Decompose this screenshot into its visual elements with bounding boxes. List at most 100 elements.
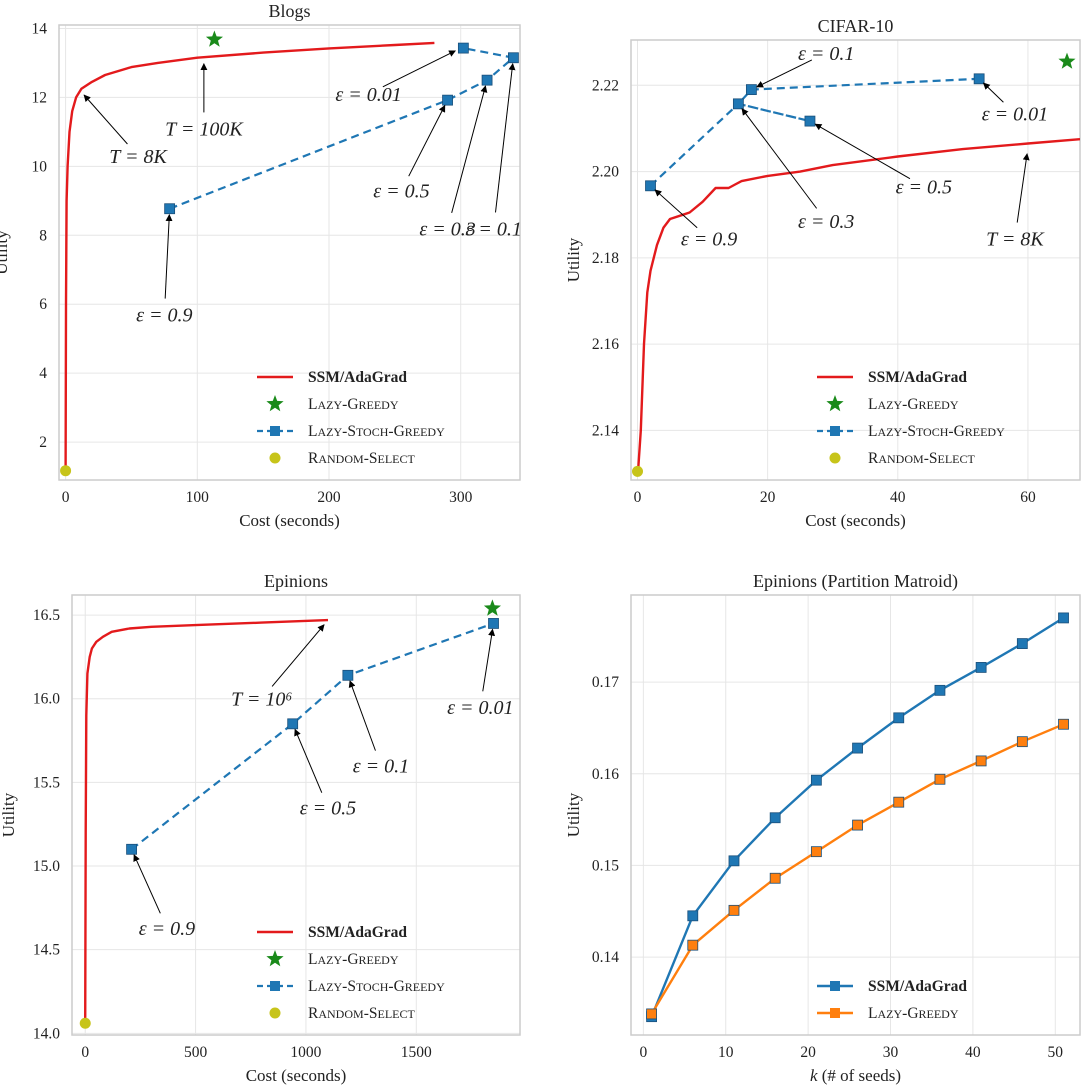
legend: SSM/AdaGrad LAZY-GREEDY <box>817 978 967 1022</box>
legend-label: LAZY-STOCH-GREEDY <box>308 423 445 440</box>
annotation-label: ε = 0.1 <box>798 43 854 65</box>
data-point-stoch <box>457 42 469 54</box>
legend-label: LAZY-GREEDY <box>868 396 959 413</box>
annotation-arrow <box>83 94 128 145</box>
x-axis-label: Cost (seconds) <box>805 511 906 530</box>
x-tick-label: 20 <box>760 489 776 506</box>
annotation-arrow <box>495 63 516 213</box>
x-tick-label: 20 <box>800 1044 816 1061</box>
data-point-stoch <box>126 843 137 855</box>
data-point-orange <box>1058 718 1069 730</box>
annotation-arrow <box>164 214 173 299</box>
legend-swatch-random <box>269 452 281 464</box>
series-line-stoch <box>649 77 980 187</box>
plot-area <box>72 595 520 1035</box>
legend-swatch-marker <box>830 981 840 991</box>
plot-frame <box>630 39 1081 481</box>
y-tick-label: 16.0 <box>33 691 60 708</box>
annotation-label: ε = 0.9 <box>681 228 737 250</box>
y-tick-label: 2.22 <box>592 77 619 94</box>
x-axis-label: Cost (seconds) <box>246 1066 347 1085</box>
data-point-blue <box>1058 612 1069 624</box>
x-tick-label: 10 <box>718 1044 734 1061</box>
x-tick-label: 0 <box>62 489 70 506</box>
annotation-label: ε = 0.5 <box>373 180 429 202</box>
annotation-arrow <box>348 680 376 751</box>
y-tick-label: 2.16 <box>592 336 619 353</box>
annotation-label: ε = 0.9 <box>136 305 192 327</box>
x-tick-label: 1000 <box>290 1044 321 1061</box>
annotation-arrow <box>382 50 456 88</box>
y-tick-label: 2.20 <box>592 164 619 181</box>
y-tick-label: 0.17 <box>592 674 619 691</box>
data-point-stoch <box>342 669 354 681</box>
x-tick-label: 60 <box>1020 489 1036 506</box>
legend: SSM/AdaGrad LAZY-GREEDY LAZY-STOCH-GREEDY R… <box>817 369 1005 467</box>
data-point-blue <box>687 910 699 922</box>
x-tick-label: 50 <box>1048 1044 1064 1061</box>
plot-frame <box>58 24 521 481</box>
x-tick-label: 0 <box>634 489 642 506</box>
data-point-orange <box>893 796 905 808</box>
data-point-orange <box>1016 736 1028 748</box>
y-tick-label: 16.5 <box>33 607 60 624</box>
greedy-star-point <box>205 30 223 47</box>
legend-swatch-random <box>829 452 841 464</box>
series-line-stoch <box>130 622 494 851</box>
legend-label: RANDOM-SELECT <box>308 1005 415 1022</box>
annotation-label: ε = 0.01 <box>335 84 401 106</box>
annotation-arrow <box>271 624 325 687</box>
legend-swatch-stoch-marker <box>830 426 840 436</box>
annotation-label: ε = 0.01 <box>447 697 513 719</box>
y-tick-label: 6 <box>39 296 47 313</box>
random-select-point <box>60 465 72 477</box>
annotation-arrow <box>756 59 813 88</box>
y-tick-label: 2 <box>39 434 47 451</box>
legend-label: LAZY-GREEDY <box>308 396 399 413</box>
series-line-ssm <box>637 138 1080 470</box>
data-point-stoch <box>645 180 656 192</box>
data-point-orange <box>934 773 946 785</box>
annotation-arrow <box>741 108 818 209</box>
annotation-label: ε = 0.5 <box>300 797 356 819</box>
data-point-stoch <box>508 52 519 64</box>
annotation-arrow <box>451 85 488 214</box>
legend: SSM/AdaGrad LAZY-GREEDY LAZY-STOCH-GREEDY R… <box>257 369 445 467</box>
data-point-stoch <box>287 718 299 730</box>
annotation-label: ε = 0.01 <box>982 103 1048 125</box>
annotation-arrow <box>1016 153 1030 223</box>
x-tick-label: 40 <box>890 489 906 506</box>
plot-area <box>631 595 1080 1035</box>
data-point-stoch <box>164 203 176 215</box>
data-point-orange <box>810 846 822 858</box>
plot-content <box>646 612 1069 1023</box>
x-tick-label: 300 <box>449 489 473 506</box>
data-point-orange <box>769 872 781 884</box>
y-tick-label: 0.15 <box>592 857 619 874</box>
data-point-stoch <box>973 73 985 85</box>
legend-label: SSM/AdaGrad <box>868 369 967 386</box>
x-tick-label: 1500 <box>401 1044 432 1061</box>
data-point-stoch <box>804 115 816 127</box>
chart-title: CIFAR-10 <box>818 16 894 36</box>
y-tick-label: 0.16 <box>592 766 619 783</box>
legend-label: RANDOM-SELECT <box>308 450 415 467</box>
legend-swatch-greedy <box>266 395 284 412</box>
y-tick-label: 14 <box>32 20 48 37</box>
plot-frame <box>71 594 521 1036</box>
plot-content <box>60 30 519 477</box>
y-tick-label: 12 <box>32 89 48 106</box>
annotation-label: ε = 0.3 <box>419 218 475 240</box>
data-point-stoch <box>442 94 453 106</box>
annotation-label: ε = 0.9 <box>139 918 195 940</box>
greedy-star-point <box>483 599 501 616</box>
annotation-label: ε = 0.1 <box>353 756 409 778</box>
annotation-arrow <box>814 123 911 180</box>
legend-swatch-stoch-marker <box>270 426 280 436</box>
legend-swatch-random <box>269 1007 281 1019</box>
legend-label: RANDOM-SELECT <box>868 450 975 467</box>
legend-label: SSM/AdaGrad <box>308 924 407 941</box>
data-point-orange <box>975 755 987 767</box>
chart-panel-1: 0 100 200 300 2 4 6 8 10 12 14 Blogs Cost (seconds) U… <box>0 1 522 530</box>
